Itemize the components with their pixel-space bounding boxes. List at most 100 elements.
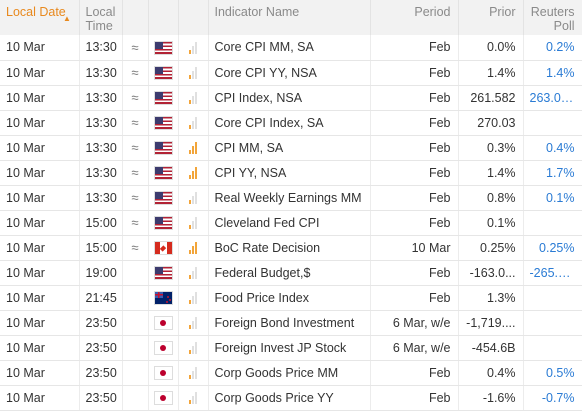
cell-prior: 261.582 <box>458 85 524 111</box>
cell-period: Feb <box>370 360 459 386</box>
cell-poll: 0.25% <box>523 235 582 261</box>
table-row[interactable]: 10 Mar 15:00 ≈ Cleveland Fed CPI Feb 0.1% <box>0 210 582 236</box>
cell-indicator[interactable]: Cleveland Fed CPI <box>208 210 371 236</box>
column-header-prior[interactable]: Prior <box>458 0 524 35</box>
cell-approx: ≈ <box>122 110 149 136</box>
table-row[interactable]: 10 Mar 23:50 Corp Goods Price MM Feb 0.4% 0.5… <box>0 360 582 386</box>
date-header-label: Local Date <box>6 5 66 19</box>
table-row[interactable]: 10 Mar 13:30 ≈ CPI Index, NSA Feb 261.582 263.… <box>0 85 582 111</box>
approx-time-icon: ≈ <box>131 65 139 80</box>
cell-poll <box>523 110 582 136</box>
cell-approx: ≈ <box>122 85 149 111</box>
cell-poll: 0.4% <box>523 135 582 161</box>
cell-country <box>148 185 179 211</box>
table-row[interactable]: 10 Mar 13:30 ≈ Core CPI MM, SA Feb 0.0% 0.2% <box>0 35 582 61</box>
cell-period: 6 Mar, w/e <box>370 310 459 336</box>
cell-period: 10 Mar <box>370 235 459 261</box>
sort-ascending-icon: ▲ <box>63 14 71 23</box>
importance-bars-icon <box>189 167 197 180</box>
approx-time-icon: ≈ <box>131 115 139 130</box>
flag-us-icon <box>154 142 172 155</box>
cell-period: Feb <box>370 285 459 311</box>
cell-indicator[interactable]: Foreign Bond Investment <box>208 310 371 336</box>
cell-country <box>148 85 179 111</box>
cell-importance <box>178 135 209 161</box>
cell-prior: 0.0% <box>458 35 524 61</box>
column-header-date[interactable]: Local Date ▲ <box>0 0 80 35</box>
table-row[interactable]: 10 Mar 15:00 ≈ BoC Rate Decision 10 Mar 0.25%… <box>0 235 582 261</box>
cell-indicator[interactable]: Corp Goods Price MM <box>208 360 371 386</box>
cell-indicator[interactable]: CPI YY, NSA <box>208 160 371 186</box>
table-row[interactable]: 10 Mar 13:30 ≈ Real Weekly Earnings MM Feb 0.… <box>0 185 582 211</box>
column-header-period[interactable]: Period <box>370 0 459 35</box>
header-row: Local Date ▲ Local Time Indicator Name P… <box>0 0 582 35</box>
importance-bars-icon <box>189 41 197 54</box>
cell-country <box>148 285 179 311</box>
cell-time: 21:45 <box>79 285 123 311</box>
flag-us-icon <box>154 41 172 54</box>
cell-period: Feb <box>370 160 459 186</box>
cell-importance <box>178 285 209 311</box>
cell-indicator[interactable]: Federal Budget,$ <box>208 260 371 286</box>
cell-importance <box>178 35 209 61</box>
table-row[interactable]: 10 Mar 23:50 Foreign Bond Investment 6 Mar,… <box>0 310 582 336</box>
cell-indicator[interactable]: Core CPI MM, SA <box>208 35 371 61</box>
cell-indicator[interactable]: CPI Index, NSA <box>208 85 371 111</box>
cell-approx: ≈ <box>122 135 149 161</box>
approx-time-icon: ≈ <box>131 190 139 205</box>
column-header-poll[interactable]: Reuters Poll <box>523 0 582 35</box>
cell-indicator[interactable]: Food Price Index <box>208 285 371 311</box>
cell-time: 19:00 <box>79 260 123 286</box>
cell-date: 10 Mar <box>0 35 80 61</box>
table-row[interactable]: 10 Mar 21:45 Food Price Index Feb 1.3% <box>0 285 582 311</box>
cell-poll: 1.4% <box>523 60 582 86</box>
cell-approx <box>122 335 149 361</box>
cell-indicator[interactable]: Core CPI YY, NSA <box>208 60 371 86</box>
column-header-time[interactable]: Local Time <box>79 0 123 35</box>
cell-approx: ≈ <box>122 35 149 61</box>
cell-indicator[interactable]: BoC Rate Decision <box>208 235 371 261</box>
column-header-indicator[interactable]: Indicator Name <box>208 0 371 35</box>
table-row[interactable]: 10 Mar 13:30 ≈ Core CPI YY, NSA Feb 1.4% 1.4% <box>0 60 582 86</box>
cell-period: Feb <box>370 85 459 111</box>
cell-indicator[interactable]: Corp Goods Price YY <box>208 385 371 411</box>
table-row[interactable]: 10 Mar 23:50 Corp Goods Price YY Feb -1.6% -0… <box>0 385 582 411</box>
cell-country <box>148 235 179 261</box>
table-row[interactable]: 10 Mar 23:50 Foreign Invest JP Stock 6 Mar,… <box>0 335 582 361</box>
column-header-importance <box>178 0 209 35</box>
cell-importance <box>178 110 209 136</box>
table-row[interactable]: 10 Mar 13:30 ≈ Core CPI Index, SA Feb 270.03 <box>0 110 582 136</box>
importance-bars-icon <box>189 242 197 255</box>
table-row[interactable]: 10 Mar 13:30 ≈ CPI YY, NSA Feb 1.4% 1.7% <box>0 160 582 186</box>
cell-importance <box>178 385 209 411</box>
cell-poll: 0.5% <box>523 360 582 386</box>
flag-us-icon <box>154 92 172 105</box>
cell-country <box>148 135 179 161</box>
cell-country <box>148 110 179 136</box>
table-row[interactable]: 10 Mar 19:00 Federal Budget,$ Feb -163.0... -… <box>0 260 582 286</box>
approx-time-icon: ≈ <box>131 90 139 105</box>
cell-period: Feb <box>370 260 459 286</box>
cell-country <box>148 260 179 286</box>
cell-time: 13:30 <box>79 110 123 136</box>
cell-indicator[interactable]: CPI MM, SA <box>208 135 371 161</box>
cell-importance <box>178 160 209 186</box>
table-row[interactable]: 10 Mar 13:30 ≈ CPI MM, SA Feb 0.3% 0.4% <box>0 135 582 161</box>
cell-time: 13:30 <box>79 160 123 186</box>
flag-jp-icon <box>154 392 172 405</box>
cell-prior: -454.6B <box>458 335 524 361</box>
cell-importance <box>178 210 209 236</box>
importance-bars-icon <box>189 217 197 230</box>
cell-country <box>148 60 179 86</box>
cell-date: 10 Mar <box>0 360 80 386</box>
cell-indicator[interactable]: Core CPI Index, SA <box>208 110 371 136</box>
cell-indicator[interactable]: Foreign Invest JP Stock <box>208 335 371 361</box>
cell-approx <box>122 285 149 311</box>
cell-poll <box>523 335 582 361</box>
cell-indicator[interactable]: Real Weekly Earnings MM <box>208 185 371 211</box>
cell-date: 10 Mar <box>0 185 80 211</box>
cell-time: 13:30 <box>79 135 123 161</box>
approx-time-icon: ≈ <box>131 165 139 180</box>
cell-approx <box>122 385 149 411</box>
cell-time: 13:30 <box>79 85 123 111</box>
